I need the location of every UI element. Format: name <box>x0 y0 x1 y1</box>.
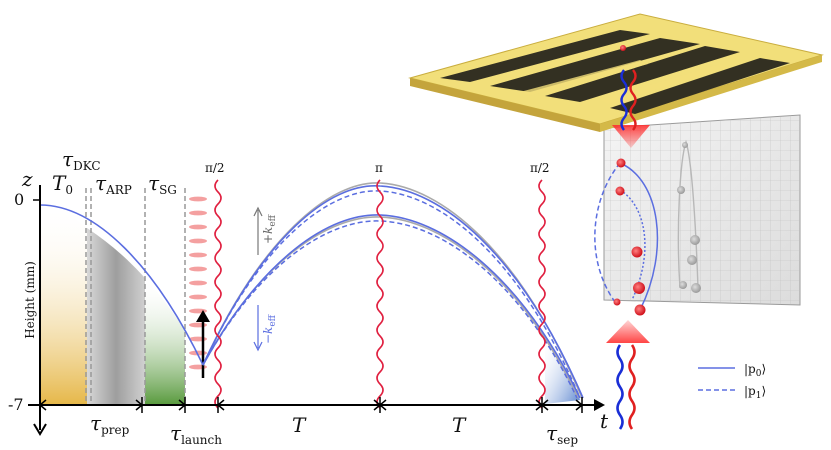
wavepacket-bottom-blue <box>616 344 624 430</box>
atom-clouds <box>613 45 646 316</box>
wavepacket-bottom-red <box>628 344 636 430</box>
trajectory-lower-p1 <box>202 220 578 399</box>
z-axis-down-arrow <box>33 423 47 436</box>
phase-launch-label: τlaunch <box>170 421 222 447</box>
t-axis-interval-marks <box>39 397 583 413</box>
atom-chip <box>408 13 824 132</box>
imaging-screen <box>603 114 801 306</box>
kick-down-arrowhead <box>253 341 263 352</box>
phase-prep-label: τprep <box>90 411 130 437</box>
legend-p0-label: |p0⟩ <box>744 362 766 379</box>
phase-sg-label: τSG <box>148 171 177 197</box>
atom-trajectory-p1 <box>594 162 621 303</box>
optical-lattice <box>189 196 207 370</box>
pulse-first-label: π/2 <box>205 161 225 175</box>
ytick-top-label: 0 <box>14 190 24 209</box>
ghost-atoms <box>677 142 701 293</box>
interval-T2-label: T <box>452 413 467 437</box>
ytick-bottom-label: -7 <box>8 395 24 414</box>
pulse-mirror-label: π <box>375 161 383 175</box>
kick-down-label: −keff <box>261 314 278 344</box>
atom-trajectory-p0 <box>619 162 659 311</box>
legend-p1-label: |p1⟩ <box>744 384 766 401</box>
phase-t0-label: T0 <box>52 171 73 197</box>
kick-up-label: +keff <box>261 214 278 244</box>
phase-dkc-label: τDKC <box>62 147 101 173</box>
wavepacket-top-blue <box>620 69 628 131</box>
trajectory-fall <box>39 204 204 366</box>
kick-up-arrowhead <box>253 206 263 217</box>
laser-pulse-mirror <box>376 179 384 409</box>
ghost-trajectory <box>677 139 699 289</box>
phase-sep-label: τsep <box>546 421 578 447</box>
z-axis-label: z <box>21 167 33 191</box>
trajectory-lower-p0 <box>202 214 581 399</box>
phase-arp-label: τARP <box>95 171 132 197</box>
interval-T1-label: T <box>292 413 307 437</box>
region-arp <box>87 228 145 404</box>
region-sg <box>145 278 185 404</box>
wavepacket-top-red <box>629 69 637 131</box>
trajectory-upper-p0 <box>202 185 584 399</box>
t-axis-label: t <box>600 409 609 433</box>
laser-beam-down <box>612 125 650 148</box>
launch-arrowhead <box>196 310 210 322</box>
pulse-last-label: π/2 <box>530 161 550 175</box>
laser-pulse-first <box>214 179 222 409</box>
laser-pulse-last <box>538 179 546 409</box>
atom-trajectory-p0-b <box>619 189 646 301</box>
t-axis-arrowhead <box>594 399 605 411</box>
y-axis-label: Height (mm) <box>23 261 37 339</box>
region-T0 <box>40 205 87 404</box>
laser-beam-up <box>606 320 650 343</box>
